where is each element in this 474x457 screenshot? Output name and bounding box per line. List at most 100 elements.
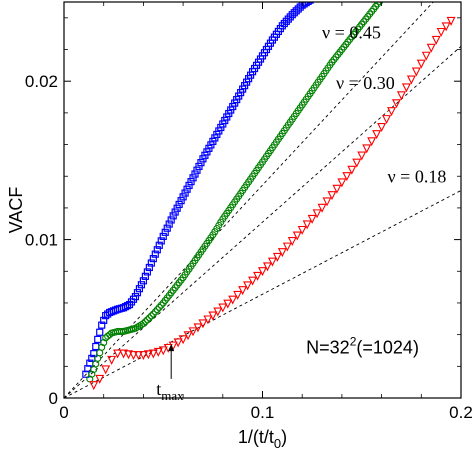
data-point bbox=[161, 228, 169, 236]
data-point bbox=[145, 314, 153, 322]
system-size-label: N=322(=1024) bbox=[306, 335, 419, 358]
data-point bbox=[208, 311, 218, 321]
data-point bbox=[347, 165, 357, 175]
data-point bbox=[124, 350, 134, 360]
tmax-arrow-head bbox=[168, 344, 175, 352]
data-point bbox=[203, 315, 213, 325]
data-point bbox=[306, 2, 314, 4]
data-point bbox=[155, 241, 163, 249]
data-point bbox=[138, 351, 148, 361]
data-point bbox=[416, 59, 426, 69]
data-point bbox=[147, 312, 155, 320]
data-point bbox=[106, 331, 114, 339]
data-point bbox=[139, 277, 147, 285]
data-point bbox=[290, 9, 298, 17]
data-point bbox=[337, 178, 347, 188]
data-point bbox=[151, 308, 159, 316]
series-label: ν = 0.30 bbox=[336, 73, 395, 93]
data-point bbox=[302, 220, 312, 230]
data-point bbox=[280, 19, 288, 28]
data-point bbox=[282, 17, 290, 25]
data-point bbox=[163, 224, 171, 232]
data-point bbox=[446, 16, 456, 26]
data-point bbox=[137, 281, 146, 289]
x-axis-label: 1/(t/t0) bbox=[238, 427, 287, 451]
y-axis-label: VACF bbox=[6, 187, 26, 234]
data-point bbox=[304, 2, 312, 5]
data-point bbox=[362, 144, 372, 154]
x-tick-label: 0.1 bbox=[251, 403, 275, 422]
data-point bbox=[401, 83, 411, 93]
data-point bbox=[178, 335, 188, 345]
data-point bbox=[253, 271, 263, 281]
data-point bbox=[96, 328, 104, 336]
data-point bbox=[181, 189, 189, 197]
data-point bbox=[277, 248, 287, 258]
data-point bbox=[228, 295, 238, 305]
series-label: ν = 0.18 bbox=[388, 167, 447, 187]
data-point bbox=[421, 51, 431, 61]
data-point bbox=[195, 162, 203, 171]
data-point bbox=[139, 320, 147, 328]
data-point bbox=[133, 289, 142, 297]
y-tick-label: 0.01 bbox=[25, 231, 58, 250]
data-point bbox=[391, 99, 401, 109]
data-point bbox=[258, 267, 267, 277]
data-point bbox=[143, 350, 153, 360]
data-point bbox=[441, 22, 451, 32]
data-point bbox=[287, 237, 297, 247]
data-point bbox=[223, 299, 233, 309]
data-point bbox=[288, 11, 296, 19]
data-point bbox=[159, 232, 167, 241]
data-point bbox=[262, 262, 272, 272]
data-point bbox=[396, 91, 406, 101]
data-point bbox=[94, 335, 102, 343]
data-point bbox=[158, 346, 168, 356]
data-point bbox=[100, 316, 108, 324]
data-point bbox=[436, 27, 446, 37]
data-point bbox=[153, 347, 163, 357]
data-point bbox=[123, 302, 132, 310]
data-point bbox=[143, 268, 151, 276]
data-point bbox=[173, 338, 183, 348]
data-point bbox=[175, 200, 183, 209]
x-tick-label: 0.2 bbox=[449, 403, 473, 422]
data-point bbox=[284, 15, 292, 23]
series-label: ν = 0.45 bbox=[322, 22, 381, 42]
data-point bbox=[238, 286, 248, 296]
data-point bbox=[411, 67, 421, 77]
data-point bbox=[352, 158, 362, 168]
data-point bbox=[193, 323, 203, 333]
data-point bbox=[197, 159, 205, 167]
data-point bbox=[121, 303, 130, 311]
data-point bbox=[311, 0, 317, 1]
data-point bbox=[272, 252, 282, 262]
data-point bbox=[147, 259, 155, 267]
data-point bbox=[267, 257, 277, 267]
data-point bbox=[187, 178, 195, 186]
data-point bbox=[141, 318, 149, 326]
data-point bbox=[167, 216, 175, 224]
data-point bbox=[322, 197, 332, 207]
data-point bbox=[155, 303, 163, 311]
data-point bbox=[131, 293, 140, 301]
data-point bbox=[141, 272, 149, 280]
data-point bbox=[243, 281, 253, 291]
data-point bbox=[98, 321, 106, 329]
data-point bbox=[183, 331, 193, 341]
data-point bbox=[426, 43, 436, 53]
data-point bbox=[149, 310, 157, 318]
data-point bbox=[278, 22, 286, 30]
data-point bbox=[149, 255, 157, 263]
data-point bbox=[292, 231, 302, 241]
data-point bbox=[169, 212, 177, 220]
series-circle bbox=[86, 2, 384, 383]
data-point bbox=[104, 310, 112, 318]
data-point bbox=[101, 365, 111, 375]
tmax-label: tmax bbox=[156, 379, 184, 403]
data-point bbox=[367, 137, 377, 147]
data-point bbox=[294, 5, 302, 13]
data-point bbox=[317, 203, 327, 213]
